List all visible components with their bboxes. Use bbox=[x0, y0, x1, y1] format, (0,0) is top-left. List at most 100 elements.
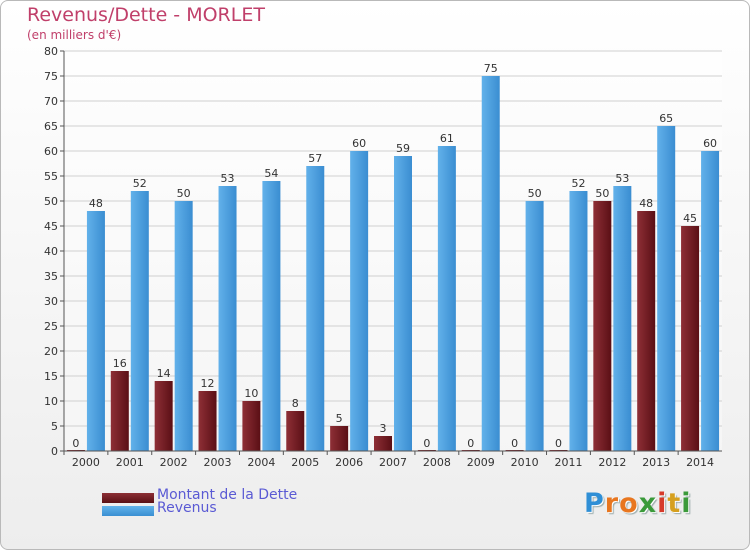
bar-revenus bbox=[569, 191, 588, 451]
y-tick-label: 70 bbox=[44, 95, 58, 108]
data-label-dette: 48 bbox=[639, 197, 653, 210]
x-tick-label: 2007 bbox=[379, 456, 407, 469]
bar-dette bbox=[681, 226, 700, 451]
data-label-revenus: 50 bbox=[528, 187, 542, 200]
bar-dette bbox=[637, 211, 656, 451]
bar-revenus bbox=[306, 166, 325, 451]
bar-dette bbox=[154, 381, 173, 451]
y-tick-label: 45 bbox=[44, 220, 58, 233]
data-label-dette: 5 bbox=[336, 412, 343, 425]
legend-label-dette: Montant de la Dette bbox=[157, 487, 298, 503]
y-tick-label: 80 bbox=[44, 45, 58, 58]
bar-revenus bbox=[350, 151, 369, 451]
logo-letter: i bbox=[657, 488, 668, 519]
bar-revenus bbox=[262, 181, 281, 451]
x-tick-label: 2011 bbox=[554, 456, 582, 469]
bar-revenus bbox=[613, 186, 632, 451]
logo-letter: o bbox=[619, 488, 639, 519]
data-label-dette: 14 bbox=[157, 367, 171, 380]
bar-revenus bbox=[130, 191, 149, 451]
data-label-dette: 0 bbox=[423, 437, 430, 450]
bar-revenus bbox=[218, 186, 237, 451]
bar-revenus bbox=[481, 76, 500, 451]
logo-letter: r bbox=[604, 488, 620, 519]
data-label-dette: 0 bbox=[72, 437, 79, 450]
y-tick-label: 20 bbox=[44, 345, 58, 358]
data-label-dette: 50 bbox=[595, 187, 609, 200]
x-tick-label: 2014 bbox=[686, 456, 714, 469]
y-tick-label: 25 bbox=[44, 320, 58, 333]
bars bbox=[66, 76, 720, 451]
x-tick-label: 2013 bbox=[642, 456, 670, 469]
logo-letter: t bbox=[667, 488, 682, 519]
bar-dette bbox=[110, 371, 129, 451]
bar-revenus bbox=[394, 156, 412, 451]
y-tick-label: 35 bbox=[44, 270, 58, 283]
bar-dette bbox=[374, 436, 392, 451]
y-tick-label: 40 bbox=[44, 245, 58, 258]
chart-title: Revenus/Dette - MORLET bbox=[27, 4, 265, 26]
y-tick-label: 65 bbox=[44, 120, 58, 133]
y-tick-label: 50 bbox=[44, 195, 58, 208]
data-label-dette: 16 bbox=[113, 357, 127, 370]
data-label-revenus: 54 bbox=[264, 167, 278, 180]
y-tick-label: 75 bbox=[44, 70, 58, 83]
y-tick-label: 15 bbox=[44, 370, 58, 383]
bar-revenus bbox=[657, 126, 676, 451]
bar-revenus bbox=[437, 146, 456, 451]
x-tick-label: 2000 bbox=[72, 456, 100, 469]
data-label-revenus: 52 bbox=[133, 177, 147, 190]
bar-dette bbox=[198, 391, 217, 451]
proxiti-logo: Proxiti bbox=[584, 488, 692, 519]
y-tick-label: 60 bbox=[44, 145, 58, 158]
bar-dette bbox=[330, 426, 349, 451]
x-tick-label: 2008 bbox=[423, 456, 451, 469]
y-tick-label: 55 bbox=[44, 170, 58, 183]
data-label-dette: 12 bbox=[201, 377, 215, 390]
data-label-revenus: 50 bbox=[177, 187, 191, 200]
data-label-revenus: 61 bbox=[440, 132, 454, 145]
bar-revenus bbox=[525, 201, 544, 451]
y-tick-label: 30 bbox=[44, 295, 58, 308]
bar-revenus bbox=[174, 201, 193, 451]
bar-revenus bbox=[86, 211, 105, 451]
legend-swatch-dette bbox=[102, 493, 154, 503]
bar-dette bbox=[242, 401, 261, 451]
data-label-revenus: 53 bbox=[615, 172, 629, 185]
data-label-revenus: 48 bbox=[89, 197, 103, 210]
x-tick-label: 2009 bbox=[467, 456, 495, 469]
bar-dette bbox=[286, 411, 305, 451]
data-label-dette: 10 bbox=[244, 387, 258, 400]
data-label-revenus: 75 bbox=[484, 62, 498, 75]
x-tick-label: 2004 bbox=[247, 456, 275, 469]
y-tick-label: 10 bbox=[44, 395, 58, 408]
x-tick-label: 2010 bbox=[511, 456, 539, 469]
data-label-revenus: 53 bbox=[221, 172, 235, 185]
data-label-dette: 0 bbox=[467, 437, 474, 450]
grid-lines bbox=[64, 50, 722, 451]
x-tick-label: 2002 bbox=[160, 456, 188, 469]
chart-subtitle: (en milliers d'€) bbox=[27, 28, 122, 42]
data-label-dette: 3 bbox=[380, 422, 387, 435]
data-label-dette: 8 bbox=[292, 397, 299, 410]
data-label-revenus: 65 bbox=[659, 112, 673, 125]
logo-letter: x bbox=[638, 488, 658, 519]
data-label-dette: 0 bbox=[555, 437, 562, 450]
logo-letter: P bbox=[584, 488, 605, 519]
logo-letter: i bbox=[681, 488, 692, 519]
x-tick-label: 2001 bbox=[116, 456, 144, 469]
data-label-revenus: 52 bbox=[571, 177, 585, 190]
data-label-revenus: 57 bbox=[308, 152, 322, 165]
data-label-revenus: 60 bbox=[352, 137, 366, 150]
legend-swatch-revenus bbox=[102, 506, 154, 516]
y-tick-label: 0 bbox=[51, 445, 58, 458]
bar-dette bbox=[593, 201, 612, 451]
x-tick-label: 2003 bbox=[204, 456, 232, 469]
x-tick-label: 2012 bbox=[598, 456, 626, 469]
y-tick-label: 5 bbox=[51, 420, 58, 433]
x-tick-label: 2006 bbox=[335, 456, 363, 469]
data-label-dette: 45 bbox=[683, 212, 697, 225]
